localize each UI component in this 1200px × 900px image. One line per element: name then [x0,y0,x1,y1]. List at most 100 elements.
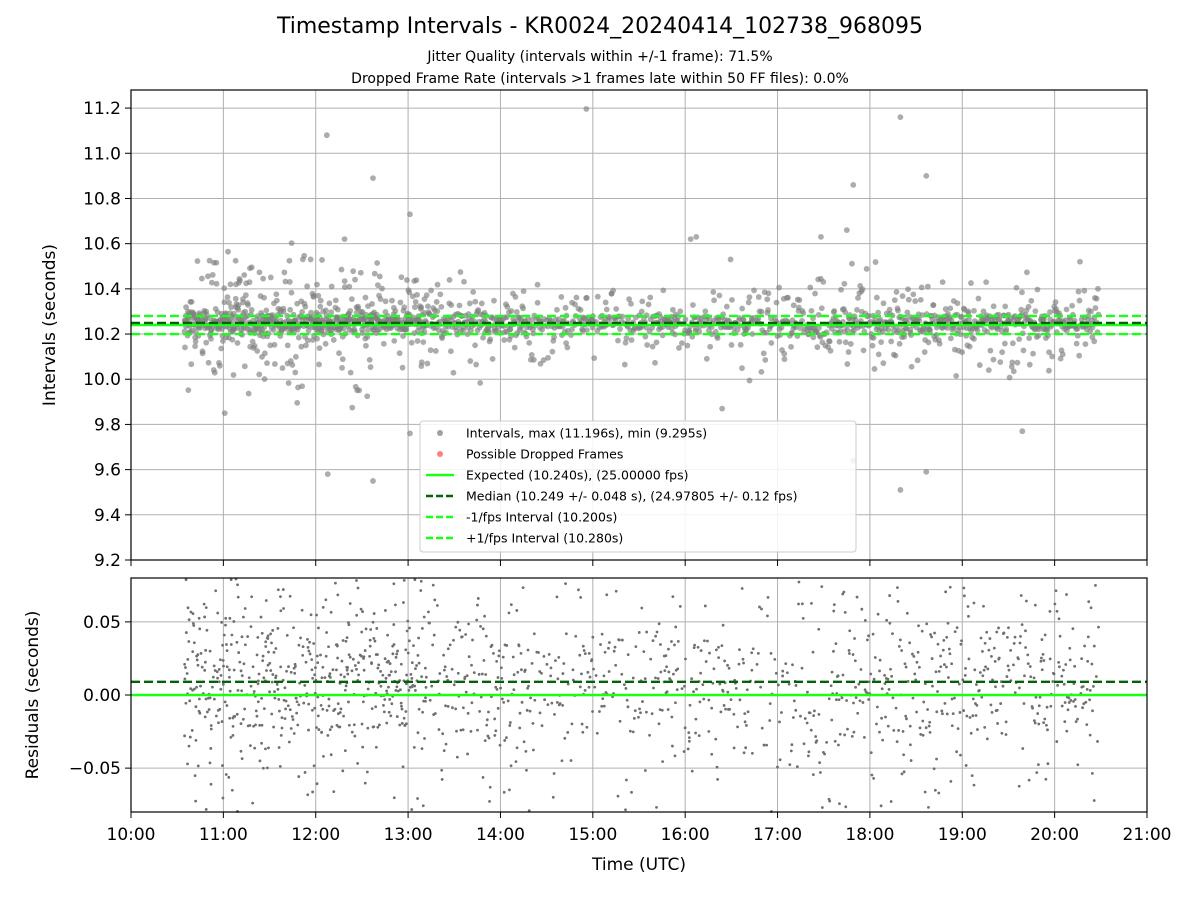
residual-point [957,682,961,686]
residual-point [444,742,448,746]
interval-point [512,293,519,300]
residual-point [372,612,376,615]
residual-point [871,632,875,636]
residual-point [228,716,232,720]
residual-point [220,720,224,723]
residual-point [396,689,400,693]
residual-point [858,699,862,703]
residual-point [184,701,188,705]
residual-point [699,671,703,675]
interval-point [347,307,354,314]
residual-point [336,656,340,660]
residual-point [347,700,350,704]
residual-point [353,734,357,738]
residual-point [983,725,987,729]
residual-point [261,659,265,663]
residual-point [1076,763,1080,767]
residual-point [897,729,901,732]
residual-point [368,638,372,642]
interval-point [773,299,780,306]
interval-point [696,328,703,335]
interval-point [689,333,696,340]
residual-point [268,690,271,694]
residual-point [270,641,273,645]
residual-point [846,727,849,731]
residual-point [236,688,240,692]
residual-point [424,675,428,679]
residual-point [588,675,592,679]
interval-point [914,357,921,364]
residual-point [471,638,474,642]
residual-point [614,663,618,667]
residual-point [743,712,747,716]
residual-point [613,645,617,649]
residual-point [1092,685,1095,688]
residual-point [469,729,473,733]
interval-point [647,294,654,301]
residual-point [562,662,566,665]
residual-point [1083,644,1087,648]
residual-point [665,665,668,669]
interval-point [957,331,964,338]
residual-point [933,788,937,792]
residual-point [1033,721,1037,725]
residual-point [566,682,570,686]
residual-point [964,667,967,670]
residual-point [729,698,733,702]
residual-point [515,609,519,612]
residual-point [659,643,662,646]
residual-point [865,638,869,642]
residual-point [267,746,270,750]
interval-point [1016,336,1023,343]
residual-point [848,652,851,655]
interval-point [475,307,482,313]
residual-point [1057,617,1061,621]
residual-point [416,653,420,657]
residual-point [714,737,718,741]
interval-point [194,258,201,264]
residual-point [448,643,452,647]
residual-point [432,633,436,637]
residual-point [632,716,636,720]
residual-point [235,640,239,644]
residual-point [1027,778,1031,782]
interval-point [1026,361,1033,368]
residual-point [249,744,252,748]
interval-point [895,307,901,314]
interval-point [838,286,844,293]
residual-point [934,670,938,674]
interval-point [944,325,951,331]
interval-point [1082,341,1089,348]
residual-point [620,672,624,676]
residual-point [250,595,254,599]
interval-point [1002,303,1009,310]
interval-point [263,307,270,314]
interval-point [905,286,911,293]
residual-point [654,634,658,638]
residual-point [518,711,522,715]
residual-point [356,762,360,765]
residual-point [264,645,268,648]
residual-point [997,626,1000,630]
residual-point [1088,733,1092,737]
residual-point [240,757,244,761]
interval-point [376,326,383,333]
residual-point [852,730,856,734]
residual-point [421,804,425,808]
interval-point [529,317,535,324]
residual-point [888,621,892,625]
interval-point [350,268,357,275]
residual-point [953,630,957,634]
residual-point [665,690,669,694]
residual-point [1089,606,1093,610]
residual-point [684,657,687,661]
residual-point [870,773,874,777]
interval-point [374,260,381,266]
residual-point [347,653,351,657]
residual-point [241,717,245,721]
residual-point [768,702,772,705]
residual-point [533,698,537,702]
interval-point [339,356,346,363]
residual-point [1055,740,1059,743]
residual-point [415,664,418,667]
